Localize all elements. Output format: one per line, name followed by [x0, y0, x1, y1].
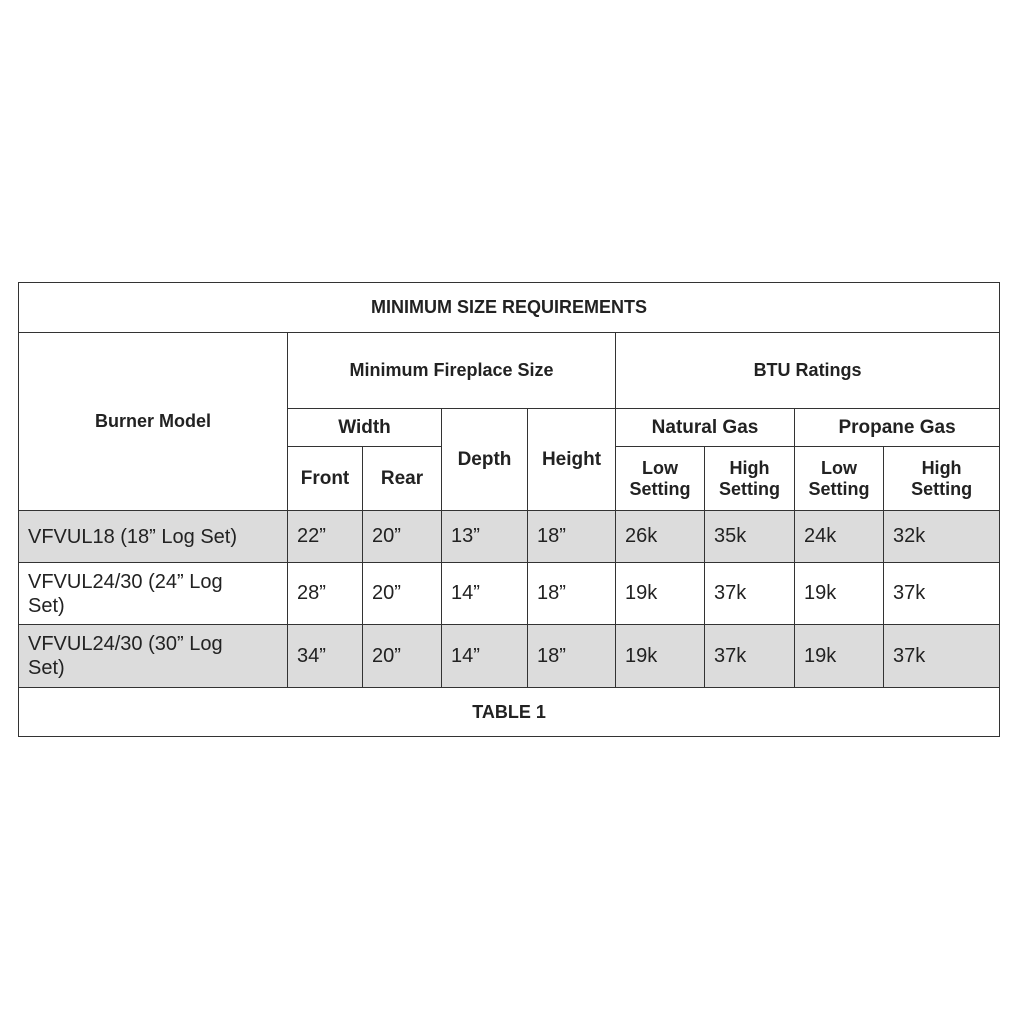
table-title: MINIMUM SIZE REQUIREMENTS [17, 282, 1001, 333]
table-row: VFVUL24/30 (24” Log Set) 28” 20” 14” 18” 19k 3… [18, 562, 1001, 625]
table-cell: 32k [882, 510, 1001, 563]
table-cell: 18” [527, 624, 616, 688]
header-cell: Propane Gas [793, 408, 1001, 447]
table-caption: TABLE 1 [17, 687, 1001, 737]
table-cell: 34” [287, 624, 363, 688]
header-cell: BTU Ratings [614, 332, 1001, 409]
header-cell: Width [287, 408, 442, 447]
header-cell: Burner Model [18, 332, 288, 511]
table-cell: 13” [441, 510, 528, 563]
header-cell: High Setting [704, 446, 795, 511]
table-cell: 26k [615, 510, 705, 563]
header-cell: Front [287, 446, 363, 511]
header-cell: Depth [441, 408, 528, 511]
table-cell: VFVUL24/30 (24” Log Set) [18, 562, 288, 625]
header-cell: Low Setting [794, 446, 884, 511]
table-cell: 20” [362, 510, 442, 563]
header-cell: Minimum Fireplace Size [287, 332, 616, 409]
table-cell: 37k [882, 562, 1001, 625]
header-cell: High Setting [882, 446, 1001, 511]
header-cell: Rear [362, 446, 442, 511]
table-cell: 22” [287, 510, 363, 563]
header-cell: Height [527, 408, 616, 511]
table-cell: VFVUL24/30 (30” Log Set) [18, 624, 288, 688]
table-cell: 37k [704, 624, 795, 688]
header-cell: Low Setting [615, 446, 705, 511]
table-cell: 19k [615, 562, 705, 625]
table-cell: 37k [704, 562, 795, 625]
table-cell: 24k [794, 510, 884, 563]
size-table: MINIMUM SIZE REQUIREMENTS Burner Model M… [17, 282, 1001, 737]
table-cell: 18” [527, 562, 616, 625]
table-cell: 14” [441, 624, 528, 688]
table-cell: 37k [882, 624, 1001, 688]
table-cell: 18” [527, 510, 616, 563]
table-cell: 19k [794, 624, 884, 688]
table-cell: 20” [362, 562, 442, 625]
table-cell: 14” [441, 562, 528, 625]
table-cell: 19k [615, 624, 705, 688]
table-body: VFVUL18 (18” Log Set) 22” 20” 13” 18” 26k 35k 2… [18, 510, 1001, 688]
table-cell: 28” [287, 562, 363, 625]
table-row: VFVUL24/30 (30” Log Set) 34” 20” 14” 18” 19k 3… [18, 624, 1001, 688]
table-cell: 35k [704, 510, 795, 563]
table-cell: VFVUL18 (18” Log Set) [18, 510, 288, 563]
table-cell: 20” [362, 624, 442, 688]
table-row: VFVUL18 (18” Log Set) 22” 20” 13” 18” 26k 35k 2… [18, 510, 1001, 563]
header-cell: Natural Gas [615, 408, 795, 447]
table-cell: 19k [794, 562, 884, 625]
